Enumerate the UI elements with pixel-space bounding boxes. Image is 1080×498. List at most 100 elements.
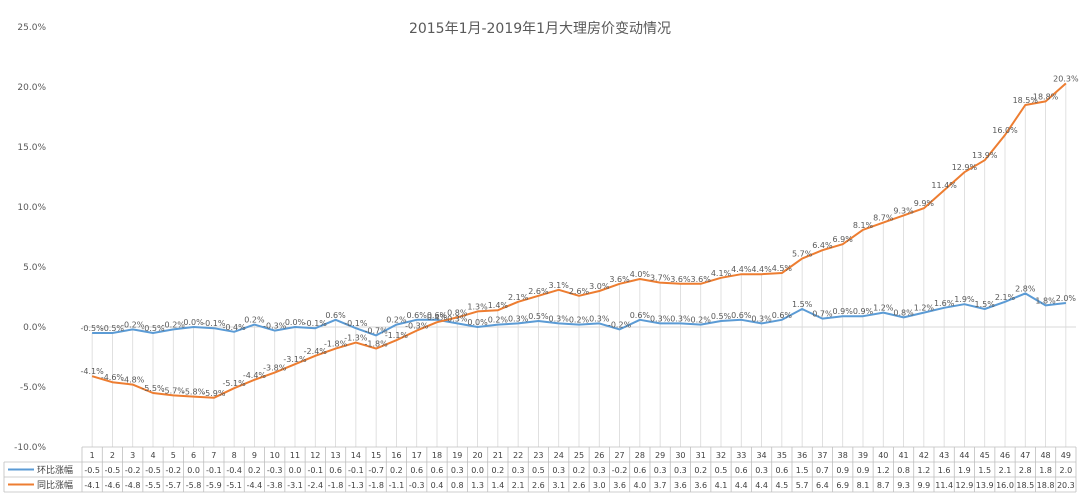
data-label: 1.4% bbox=[488, 301, 509, 310]
table-cell: 0.3 bbox=[593, 466, 606, 475]
data-label: -1.1% bbox=[385, 331, 409, 340]
data-label: 4.4% bbox=[731, 265, 752, 274]
table-cell: -1.8 bbox=[328, 481, 344, 490]
x-tick-label: 21 bbox=[493, 451, 503, 460]
data-label: 8.1% bbox=[853, 221, 874, 230]
data-label: -4.4% bbox=[243, 371, 267, 380]
table-cell: -0.7 bbox=[368, 466, 384, 475]
data-label: 6.4% bbox=[812, 241, 833, 250]
x-tick-label: 48 bbox=[1040, 451, 1050, 460]
table-cell: -5.5 bbox=[145, 481, 161, 490]
table-cell: 0.5 bbox=[532, 466, 545, 475]
x-tick-label: 26 bbox=[594, 451, 604, 460]
table-cell: -3.1 bbox=[287, 481, 303, 490]
data-label: 0.6% bbox=[731, 311, 752, 320]
table-cell: -0.5 bbox=[84, 466, 100, 475]
data-label: 16.0% bbox=[992, 126, 1018, 135]
x-tick-label: 2 bbox=[110, 451, 115, 460]
table-cell: -0.2 bbox=[165, 466, 181, 475]
table-cell: -0.5 bbox=[145, 466, 161, 475]
x-tick-label: 15 bbox=[371, 451, 381, 460]
table-cell: 0.6 bbox=[633, 466, 646, 475]
data-label: -0.5% bbox=[101, 324, 125, 333]
data-label: -3.1% bbox=[283, 355, 307, 364]
series-line-yoy bbox=[91, 82, 1067, 399]
data-label: 3.1% bbox=[549, 281, 570, 290]
data-label: 4.0% bbox=[630, 270, 651, 279]
table-cell: 1.5 bbox=[978, 466, 991, 475]
x-tick-label: 43 bbox=[939, 451, 949, 460]
data-label: -1.3% bbox=[344, 334, 368, 343]
table-cell: 0.3 bbox=[654, 466, 667, 475]
table-cell: -0.2 bbox=[125, 466, 141, 475]
table-cell: 0.6 bbox=[410, 466, 423, 475]
x-tick-label: 9 bbox=[252, 451, 257, 460]
x-tick-label: 6 bbox=[191, 451, 196, 460]
data-label: 1.3% bbox=[467, 302, 488, 311]
data-label: 0.8% bbox=[893, 308, 914, 317]
data-label: 2.6% bbox=[569, 287, 590, 296]
data-label: -2.4% bbox=[304, 347, 328, 356]
x-tick-label: 33 bbox=[736, 451, 746, 460]
table-cell: 0.3 bbox=[512, 466, 525, 475]
table-cell: 0.3 bbox=[451, 466, 464, 475]
data-label: 0.2% bbox=[244, 316, 265, 325]
table-cell: 0.6 bbox=[735, 466, 748, 475]
data-label: 2.0% bbox=[1056, 294, 1077, 303]
data-label: 2.1% bbox=[995, 293, 1016, 302]
table-cell: 6.9 bbox=[836, 481, 849, 490]
data-label: -5.7% bbox=[162, 386, 186, 395]
data-label: 2.6% bbox=[528, 287, 549, 296]
table-cell: 2.6 bbox=[532, 481, 545, 490]
table-cell: -0.1 bbox=[307, 466, 323, 475]
data-label: 4.5% bbox=[772, 264, 793, 273]
x-tick-label: 39 bbox=[858, 451, 868, 460]
data-label: 0.6% bbox=[772, 311, 793, 320]
data-label: 0.9% bbox=[853, 307, 874, 316]
table-cell: 1.8 bbox=[1039, 466, 1052, 475]
x-tick-label: 14 bbox=[351, 451, 361, 460]
data-label: -3.8% bbox=[263, 364, 287, 373]
table-cell: 8.7 bbox=[877, 481, 890, 490]
data-label: 0.6% bbox=[427, 311, 448, 320]
table-cell: 0.0 bbox=[187, 466, 200, 475]
table-cell: 2.1 bbox=[999, 466, 1012, 475]
table-cell: 0.3 bbox=[552, 466, 565, 475]
table-cell: 0.0 bbox=[471, 466, 484, 475]
x-tick-label: 45 bbox=[980, 451, 990, 460]
table-cell: 0.8 bbox=[897, 466, 910, 475]
data-label: 13.9% bbox=[972, 151, 998, 160]
table-cell: 0.3 bbox=[755, 466, 768, 475]
table-cell: -2.4 bbox=[307, 481, 323, 490]
table-cell: 0.8 bbox=[451, 481, 464, 490]
data-label: 0.3% bbox=[447, 314, 468, 323]
table-cell: 0.6 bbox=[329, 466, 342, 475]
data-label: -5.5% bbox=[141, 384, 165, 393]
x-tick-label: 35 bbox=[777, 451, 787, 460]
data-label: -0.5% bbox=[141, 324, 165, 333]
table-cell: 4.1 bbox=[715, 481, 728, 490]
data-label: 20.3% bbox=[1053, 74, 1079, 83]
table-cell: 20.3 bbox=[1057, 481, 1075, 490]
data-label: 3.6% bbox=[670, 275, 691, 284]
x-tick-label: 41 bbox=[898, 451, 908, 460]
table-cell: -5.7 bbox=[165, 481, 181, 490]
table-cell: 11.4 bbox=[935, 481, 953, 490]
table-cell: 1.5 bbox=[796, 466, 809, 475]
data-label: 0.3% bbox=[589, 314, 610, 323]
data-label: -0.1% bbox=[304, 319, 328, 328]
table-cell: 4.4 bbox=[755, 481, 768, 490]
data-label: 3.0% bbox=[589, 282, 610, 291]
table-cell: 2.0 bbox=[1059, 466, 1072, 475]
table-cell: 1.3 bbox=[471, 481, 484, 490]
data-label: -0.2% bbox=[121, 320, 145, 329]
x-tick-label: 12 bbox=[310, 451, 320, 460]
data-label: 3.6% bbox=[609, 275, 630, 284]
table-cell: -4.6 bbox=[105, 481, 121, 490]
x-tick-label: 11 bbox=[290, 451, 300, 460]
data-label: 0.3% bbox=[508, 314, 529, 323]
table-cell: 16.0 bbox=[996, 481, 1014, 490]
data-label: 8.7% bbox=[873, 214, 894, 223]
